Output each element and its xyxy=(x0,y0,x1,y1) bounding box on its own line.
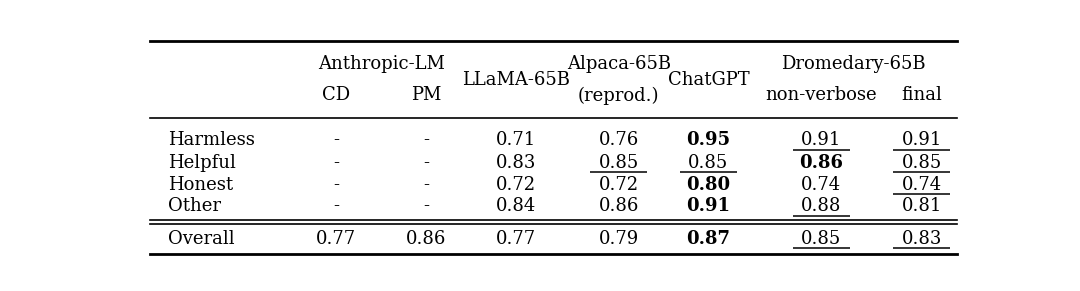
Text: 0.72: 0.72 xyxy=(496,176,536,194)
Text: 0.84: 0.84 xyxy=(496,197,536,215)
Text: 0.71: 0.71 xyxy=(496,131,536,149)
Text: non-verbose: non-verbose xyxy=(766,86,877,104)
Text: final: final xyxy=(902,86,942,104)
Text: CD: CD xyxy=(322,86,350,104)
Text: -: - xyxy=(333,197,339,215)
Text: 0.76: 0.76 xyxy=(598,131,639,149)
Text: ChatGPT: ChatGPT xyxy=(667,71,750,89)
Text: -: - xyxy=(333,131,339,149)
Text: 0.86: 0.86 xyxy=(406,230,446,248)
Text: 0.85: 0.85 xyxy=(598,154,639,172)
Text: 0.86: 0.86 xyxy=(598,197,639,215)
Text: 0.77: 0.77 xyxy=(315,230,356,248)
Text: 0.80: 0.80 xyxy=(686,176,730,194)
Text: Alpaca-65B: Alpaca-65B xyxy=(567,55,671,73)
Text: 0.85: 0.85 xyxy=(688,154,729,172)
Text: -: - xyxy=(333,176,339,194)
Text: 0.95: 0.95 xyxy=(686,131,730,149)
Text: 0.74: 0.74 xyxy=(902,176,942,194)
Text: -: - xyxy=(333,154,339,172)
Text: (reprod.): (reprod.) xyxy=(578,86,660,104)
Text: 0.91: 0.91 xyxy=(687,197,730,215)
Text: 0.91: 0.91 xyxy=(902,131,942,149)
Text: LLaMA-65B: LLaMA-65B xyxy=(462,71,570,89)
Text: Anthropic-LM: Anthropic-LM xyxy=(319,55,445,73)
Text: Other: Other xyxy=(168,197,221,215)
Text: 0.88: 0.88 xyxy=(801,197,841,215)
Text: -: - xyxy=(423,197,429,215)
Text: 0.79: 0.79 xyxy=(598,230,639,248)
Text: 0.81: 0.81 xyxy=(902,197,942,215)
Text: 0.87: 0.87 xyxy=(687,230,730,248)
Text: -: - xyxy=(423,176,429,194)
Text: Honest: Honest xyxy=(168,176,233,194)
Text: Helpful: Helpful xyxy=(168,154,237,172)
Text: Harmless: Harmless xyxy=(168,131,255,149)
Text: PM: PM xyxy=(411,86,442,104)
Text: Dromedary-65B: Dromedary-65B xyxy=(781,55,926,73)
Text: 0.74: 0.74 xyxy=(801,176,841,194)
Text: -: - xyxy=(423,131,429,149)
Text: 0.72: 0.72 xyxy=(598,176,639,194)
Text: 0.91: 0.91 xyxy=(801,131,841,149)
Text: 0.83: 0.83 xyxy=(902,230,942,248)
Text: 0.86: 0.86 xyxy=(799,154,843,172)
Text: Overall: Overall xyxy=(168,230,235,248)
Text: 0.85: 0.85 xyxy=(801,230,841,248)
Text: 0.77: 0.77 xyxy=(496,230,536,248)
Text: -: - xyxy=(423,154,429,172)
Text: 0.85: 0.85 xyxy=(902,154,942,172)
Text: 0.83: 0.83 xyxy=(496,154,536,172)
